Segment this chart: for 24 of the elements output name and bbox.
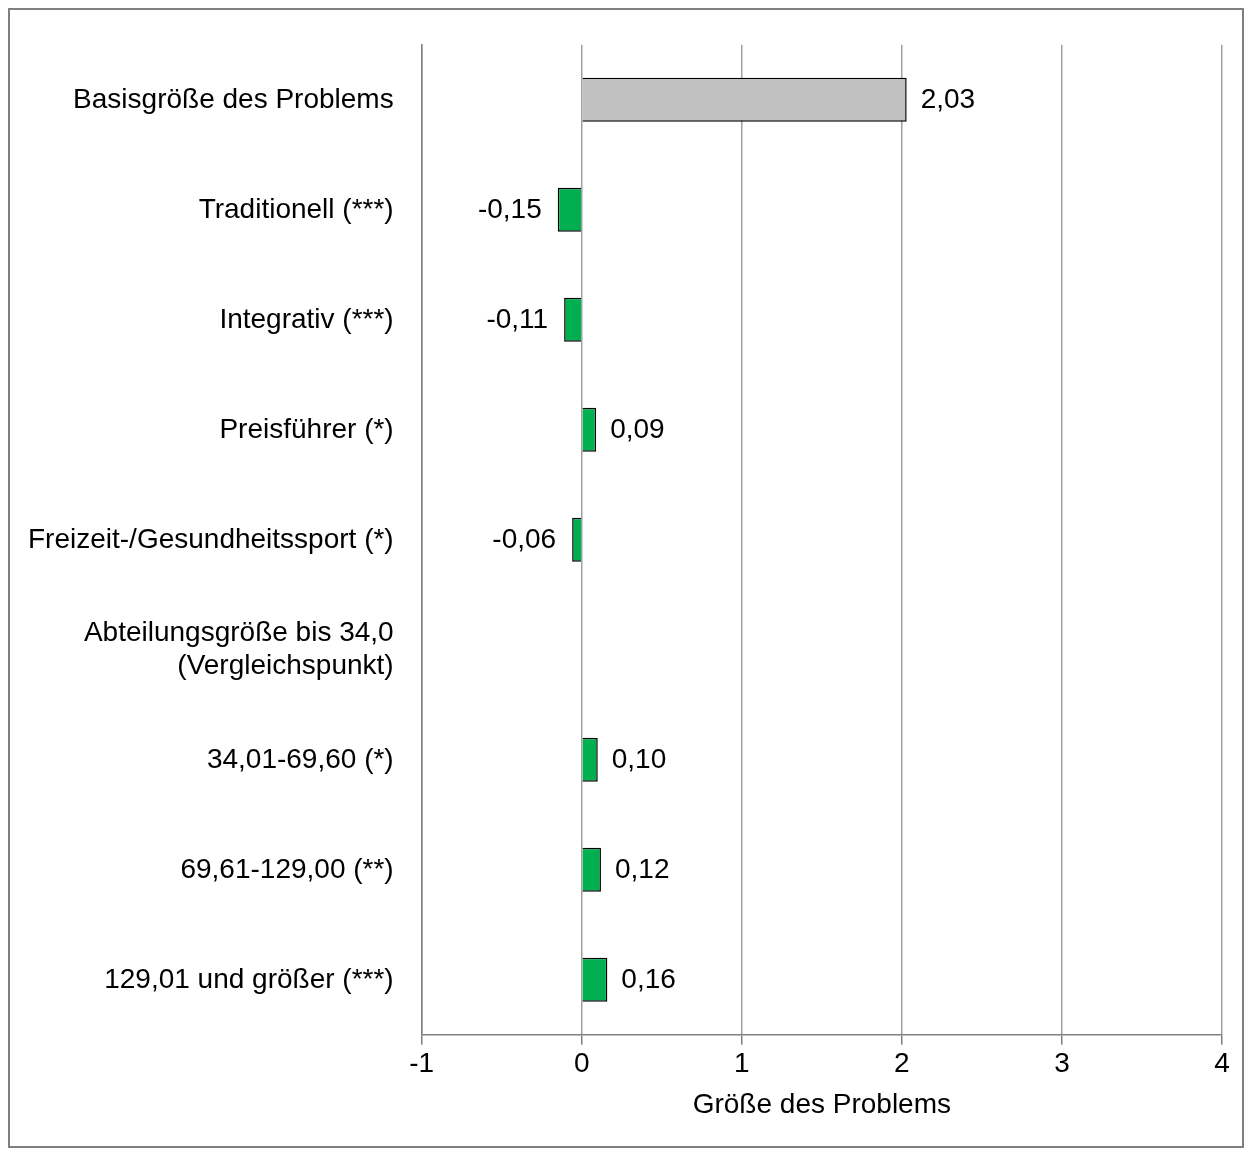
x-tick-label: -1 (409, 1047, 435, 1079)
x-axis-title: Größe des Problems (692, 1087, 951, 1119)
y-tick-label: Integrativ (***) (219, 302, 394, 334)
y-tick-label: Freizeit-/Gesundheitssport (*) (27, 522, 394, 554)
data-label: 0,16 (621, 962, 676, 994)
x-tick-label: 2 (894, 1047, 910, 1079)
data-label: -0,15 (477, 192, 542, 224)
y-tick-label: 69,61-129,00 (**) (180, 852, 394, 884)
x-tick-label: 3 (1054, 1047, 1070, 1079)
x-tick-label: 0 (573, 1047, 590, 1079)
x-tick-label: 4 (1214, 1047, 1230, 1079)
data-label: 0,09 (610, 412, 665, 444)
y-tick-label: Abteilungsgröße bis 34,0 (Vergleichspunkt) (83, 615, 394, 681)
y-tick-label: Traditionell (***) (198, 192, 394, 224)
y-tick-label: 34,01-69,60 (*) (206, 742, 394, 774)
y-tick-label: Basisgröße des Problems (73, 82, 394, 114)
data-label: 0,10 (611, 742, 667, 774)
data-label: 2,03 (920, 82, 976, 114)
data-label: -0,06 (492, 522, 557, 554)
data-label: 0,12 (614, 852, 670, 884)
data-label: -0,11 (486, 302, 549, 334)
y-tick-label: 129,01 und größer (***) (104, 962, 394, 994)
x-tick-label: 1 (734, 1047, 750, 1079)
y-tick-label: Preisführer (*) (219, 412, 394, 444)
